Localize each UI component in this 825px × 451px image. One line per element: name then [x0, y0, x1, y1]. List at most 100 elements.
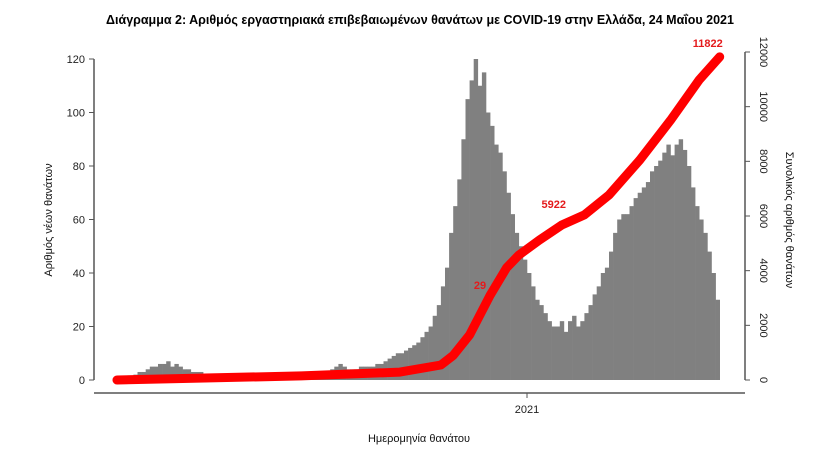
bar: [498, 152, 503, 380]
cumulative-label: 5922: [542, 199, 566, 211]
x-tick-label: 2021: [515, 404, 539, 416]
bar: [457, 179, 462, 380]
bar: [621, 214, 626, 380]
bar: [481, 72, 487, 380]
x-axis-label: Ημερομηνία θανάτου: [368, 433, 470, 445]
bar: [535, 299, 540, 380]
x-ticks: 2021: [515, 393, 539, 416]
bar: [166, 361, 171, 380]
bar: [678, 139, 684, 380]
y-axis-right-label: Συνολικός αριθμός θανάτων: [783, 152, 795, 289]
y-tick-label: 60: [73, 215, 85, 227]
bar: [527, 273, 532, 380]
bar: [522, 259, 528, 380]
bar: [153, 366, 159, 380]
bar: [539, 305, 544, 380]
bar: [465, 99, 470, 380]
bar: [170, 366, 175, 380]
bar: [555, 326, 561, 380]
cumulative-line: [112, 52, 725, 385]
y-tick-label: 20: [73, 322, 85, 334]
y-tick-label: 40: [73, 268, 85, 280]
bar: [416, 342, 421, 380]
bar: [699, 219, 704, 380]
bar: [703, 232, 708, 380]
bar: [514, 232, 520, 380]
bar: [576, 326, 581, 380]
bar: [506, 192, 511, 380]
bar: [715, 299, 720, 380]
bar: [572, 315, 577, 380]
bar: [707, 251, 712, 380]
bar: [650, 171, 655, 380]
bar: [445, 267, 450, 380]
bar: [654, 166, 659, 380]
y-tick-label: 80: [73, 161, 85, 173]
annotations: 29 5922 11822: [474, 38, 723, 292]
cumulative-label: 29: [474, 280, 486, 292]
bar: [494, 144, 499, 380]
left-ticks: 0 20 40 60 80 100 120: [67, 54, 94, 387]
bar: [436, 305, 442, 380]
bar: [613, 232, 618, 380]
bar: [629, 206, 634, 380]
bar: [473, 59, 479, 380]
bar: [662, 152, 667, 380]
y-right-tick-label: 6000: [757, 204, 769, 228]
bar: [711, 273, 716, 380]
bar: [145, 369, 151, 380]
bar: [162, 363, 167, 380]
bar: [641, 187, 647, 380]
bar: [420, 337, 425, 380]
bar: [547, 321, 552, 380]
bar: [178, 366, 183, 380]
bar: [600, 273, 606, 380]
bar: [666, 144, 671, 380]
bar: [490, 125, 495, 380]
y-tick-label: 100: [67, 108, 85, 120]
bar: [412, 345, 417, 380]
bar: [440, 286, 446, 380]
bar: [399, 353, 405, 380]
y-right-tick-label: 4000: [757, 258, 769, 282]
bar: [395, 353, 401, 380]
bar: [584, 313, 589, 380]
bar: [551, 326, 556, 380]
bar: [477, 85, 483, 380]
bar: [174, 363, 179, 380]
y-right-tick-label: 8000: [757, 149, 769, 173]
y-axis-label: Αριθμός νέων θανάτων: [43, 163, 55, 277]
bar: [461, 139, 466, 380]
bar: [695, 206, 700, 380]
bar: [531, 286, 536, 380]
bar: [588, 305, 593, 380]
bar: [637, 192, 643, 380]
y-tick-label: 0: [79, 375, 85, 387]
right-ticks: 0 2000 4000 6000 8000 10000 12000: [745, 37, 769, 383]
bar: [453, 206, 458, 380]
bar: [658, 160, 663, 380]
bar: [625, 214, 630, 380]
bar: [563, 331, 569, 380]
bar: [559, 321, 565, 380]
y-right-tick-label: 0: [757, 377, 769, 383]
bar: [404, 350, 409, 380]
bar: [510, 214, 515, 380]
y-right-tick-label: 10000: [757, 91, 769, 122]
bar: [686, 166, 692, 380]
bar: [617, 219, 622, 380]
bar: [682, 149, 688, 380]
bar: [518, 246, 524, 380]
bar: [408, 347, 413, 380]
bar: [428, 326, 433, 380]
bar: [149, 366, 155, 380]
bar: [645, 182, 651, 380]
bar: [543, 313, 548, 380]
y-right-tick-label: 2000: [757, 313, 769, 337]
bar: [674, 144, 679, 380]
chart-title: Διάγραμμα 2: Αριθμός εργαστηριακά επιβεβ…: [106, 13, 734, 27]
bar: [449, 232, 454, 380]
bar: [592, 294, 597, 380]
cumulative-label: 11822: [693, 38, 723, 50]
